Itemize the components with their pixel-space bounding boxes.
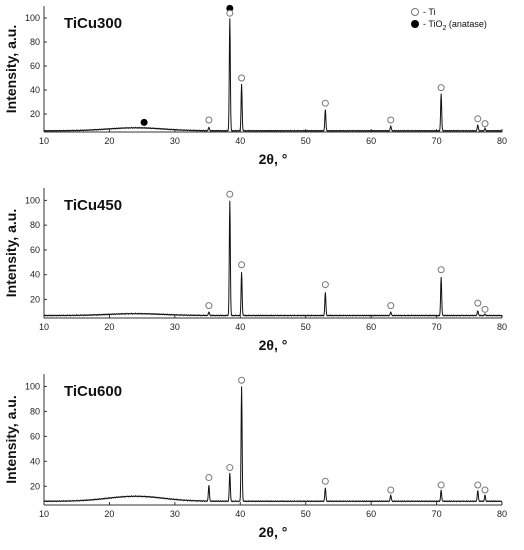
x-tick-label: 20 <box>104 509 114 519</box>
x-tick-label: 80 <box>497 509 507 519</box>
x-tick-label: 10 <box>39 136 49 146</box>
x-tick-label: 40 <box>235 322 245 332</box>
x-tick-label: 70 <box>432 136 442 146</box>
legend-suffix: (anatase) <box>446 19 487 29</box>
spectrum-line <box>43 18 503 133</box>
ti-marker <box>205 302 213 310</box>
x-axis-label: 2θ, ° <box>259 337 288 353</box>
ti-marker <box>437 481 445 489</box>
x-tick-label: 60 <box>366 509 376 519</box>
x-tick-label: 20 <box>104 136 114 146</box>
y-tick-label: 20 <box>30 481 40 491</box>
x-tick-label: 50 <box>301 322 311 332</box>
ti-marker <box>238 74 246 82</box>
y-tick-label: 40 <box>30 456 40 466</box>
ti-marker <box>238 376 246 384</box>
x-tick-label: 20 <box>104 322 114 332</box>
ti-marker <box>321 281 329 289</box>
y-tick-label: 20 <box>30 109 40 119</box>
panel-title: TiCu450 <box>64 197 122 214</box>
legend-marker-ti <box>411 8 419 16</box>
legend-label: - TiO <box>423 19 443 29</box>
spectrum-line <box>43 200 503 317</box>
x-tick-label: 10 <box>39 509 49 519</box>
legend-entry-tio2: - TiO2 (anatase) <box>423 19 487 32</box>
x-tick-label: 70 <box>432 509 442 519</box>
tio2-marker <box>140 118 148 126</box>
y-tick-label: 100 <box>25 381 40 391</box>
ti-marker <box>238 261 246 269</box>
y-tick-label: 80 <box>30 37 40 47</box>
x-tick-label: 30 <box>170 509 180 519</box>
y-tick-label: 20 <box>30 294 40 304</box>
x-tick-label: 40 <box>235 509 245 519</box>
y-tick-label: 60 <box>30 61 40 71</box>
y-axis-label: Intensity, a.u. <box>3 395 19 483</box>
y-tick-label: 80 <box>30 406 40 416</box>
ti-marker <box>205 474 213 482</box>
ti-marker <box>226 190 234 198</box>
legend-marker-tio2 <box>411 20 419 28</box>
panel-title: TiCu600 <box>64 383 122 400</box>
x-tick-label: 40 <box>235 136 245 146</box>
x-tick-label: 80 <box>497 136 507 146</box>
ti-marker <box>474 481 482 489</box>
ti-marker <box>481 486 489 494</box>
x-tick-label: 70 <box>432 322 442 332</box>
ti-marker <box>321 477 329 485</box>
x-tick-label: 30 <box>170 322 180 332</box>
chart-panel-2: 10 20 30 40 50 60 70 80 20 40 60 80 100 Intensity, a.… <box>3 188 507 353</box>
ti-marker <box>205 116 213 124</box>
ti-marker <box>474 115 482 123</box>
chart-panel-1: 10 20 30 40 50 60 70 80 20 40 60 80 100 Intensity, a.… <box>3 4 507 167</box>
x-tick-label: 50 <box>301 136 311 146</box>
ti-marker <box>387 302 395 310</box>
chart-panel-3: 10 20 30 40 50 60 70 80 20 40 60 80 100 Intensity, a.… <box>3 374 507 540</box>
y-axis-label: Intensity, a.u. <box>3 25 19 113</box>
ti-marker <box>481 120 489 128</box>
y-tick-label: 40 <box>30 270 40 280</box>
legend-label: - Ti <box>423 7 436 17</box>
ti-marker <box>437 266 445 274</box>
x-axis-label: 2θ, ° <box>259 151 288 167</box>
panel-title: TiCu300 <box>64 15 122 32</box>
legend-subscript: 2 <box>443 25 447 32</box>
y-tick-label: 60 <box>30 431 40 441</box>
ti-marker <box>387 486 395 494</box>
x-axis-label: 2θ, ° <box>259 524 288 540</box>
x-tick-label: 10 <box>39 322 49 332</box>
ti-marker <box>226 464 234 472</box>
x-tick-label: 80 <box>497 322 507 332</box>
y-tick-label: 100 <box>25 13 40 23</box>
y-tick-label: 40 <box>30 85 40 95</box>
x-tick-label: 50 <box>301 509 311 519</box>
y-tick-label: 100 <box>25 195 40 205</box>
x-tick-label: 30 <box>170 136 180 146</box>
y-tick-label: 80 <box>30 220 40 230</box>
x-tick-label: 60 <box>366 136 376 146</box>
y-tick-label: 60 <box>30 245 40 255</box>
spectrum-line <box>43 386 503 503</box>
ti-marker <box>387 116 395 124</box>
ti-marker <box>474 299 482 307</box>
y-axis-label: Intensity, a.u. <box>3 209 19 297</box>
ti-marker <box>321 99 329 107</box>
x-tick-label: 60 <box>366 322 376 332</box>
legend-entry-ti: - Ti <box>423 7 436 17</box>
ti-marker <box>481 305 489 313</box>
ti-marker <box>226 9 234 17</box>
ti-marker <box>437 84 445 92</box>
